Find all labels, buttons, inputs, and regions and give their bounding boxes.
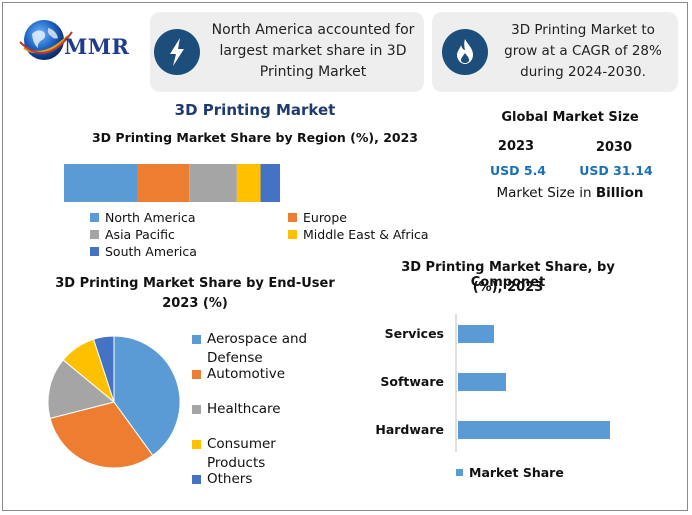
region-stacked-bar [64, 164, 280, 202]
pie-slice-aerospace-and-defense [113, 335, 181, 457]
region-legend-item-south-america: South America [90, 244, 197, 259]
infographic-frame [2, 2, 688, 511]
legend-swatch [288, 213, 297, 222]
legend-swatch [192, 475, 201, 484]
component-chart-title: 3D Printing Market Share, by Componet [401, 260, 615, 290]
pie-slice-automotive [49, 401, 154, 469]
legend-label: Aerospace and Defense [207, 331, 308, 366]
component-legend: Market Share [456, 465, 564, 480]
main-title: 3D Printing Market [174, 101, 336, 119]
component-chart-subtitle: (%), 2023 [472, 280, 544, 295]
region-chart-title: 3D Printing Market Share by Region (%), … [91, 130, 418, 145]
info-icon-badge [442, 29, 488, 75]
info-box-north-america: North America accounted for largest mark… [150, 12, 424, 92]
value-2030: USD 31.14 [579, 163, 653, 178]
legend-swatch [90, 213, 99, 222]
legend-label: Automotive [207, 366, 286, 382]
legend-swatch [192, 335, 201, 344]
market-size-note: Market Size in Billion [490, 185, 650, 201]
year-2030: 2030 [595, 140, 633, 155]
component-bar-software [458, 373, 506, 391]
region-legend-item-north-america: North America [90, 210, 196, 225]
component-legend-swatch [456, 469, 463, 476]
year-2023: 2023 [497, 139, 535, 154]
legend-swatch [192, 405, 201, 414]
brand-logo: MMR [16, 10, 142, 70]
component-bar-hardware [458, 421, 610, 439]
market-size-note-unit: Billion [595, 185, 644, 201]
legend-label: South America [105, 244, 197, 259]
component-category-label: Hardware [375, 422, 444, 437]
component-bar-chart: Services Software Hardware [375, 314, 610, 452]
info-text-cagr: 3D Printing Market to grow at a CAGR of … [504, 22, 662, 80]
legend-swatch [90, 247, 99, 256]
flame-icon [457, 39, 473, 64]
region-bar-segment-north-america [64, 164, 138, 202]
legend-label: Asia Pacific [105, 227, 175, 242]
market-size-note-prefix: Market Size in [496, 185, 596, 201]
global-market-title: Global Market Size [501, 110, 639, 125]
info-text-north-america: North America accounted for largest mark… [211, 22, 415, 80]
legend-label: Others [207, 471, 253, 487]
enduser-pie-chart [47, 335, 181, 469]
component-bar-services [458, 325, 494, 343]
legend-label: North America [105, 210, 196, 225]
enduser-legend-item-others: Others [192, 470, 332, 489]
pie-slice-healthcare [47, 359, 116, 420]
component-category-label: Services [385, 326, 444, 341]
info-box-cagr: 3D Printing Market to grow at a CAGR of … [432, 12, 678, 92]
legend-label: Middle East & Africa [303, 227, 429, 242]
legend-swatch [192, 440, 201, 449]
lightning-icon [170, 38, 184, 66]
region-legend-item-europe: Europe [288, 210, 347, 225]
pie-slice-others [92, 335, 115, 403]
component-legend-label: Market Share [469, 465, 564, 480]
legend-label: Consumer Products [207, 436, 276, 471]
region-legend-item-asia-pacific: Asia Pacific [90, 227, 175, 242]
value-2023: USD 5.4 [489, 163, 547, 178]
region-bar-segment-middle-east-africa [236, 164, 261, 202]
enduser-legend-item-automotive: Automotive [192, 365, 332, 384]
region-bar-segment-asia-pacific [189, 164, 237, 202]
brand-name: MMR [64, 34, 130, 59]
enduser-legend-item-healthcare: Healthcare [192, 400, 332, 419]
region-bar-segment-europe [137, 164, 190, 202]
legend-swatch [192, 370, 201, 379]
enduser-chart-title: 3D Printing Market Share by End-User [55, 276, 335, 291]
legend-label: Healthcare [207, 401, 281, 417]
component-category-label: Software [380, 374, 444, 389]
legend-label: Europe [303, 210, 347, 225]
enduser-chart-subtitle: 2023 (%) [162, 296, 228, 311]
info-icon-badge [154, 29, 200, 75]
globe-icon [19, 20, 73, 60]
enduser-legend-item-aerospace-and-defense: Aerospace and Defense [192, 330, 332, 368]
region-legend-item-middle-east-africa: Middle East & Africa [288, 227, 429, 242]
enduser-legend-item-consumer-products: Consumer Products [192, 435, 332, 473]
legend-swatch [90, 230, 99, 239]
region-bar-segment-south-america [260, 164, 280, 202]
legend-swatch [288, 230, 297, 239]
